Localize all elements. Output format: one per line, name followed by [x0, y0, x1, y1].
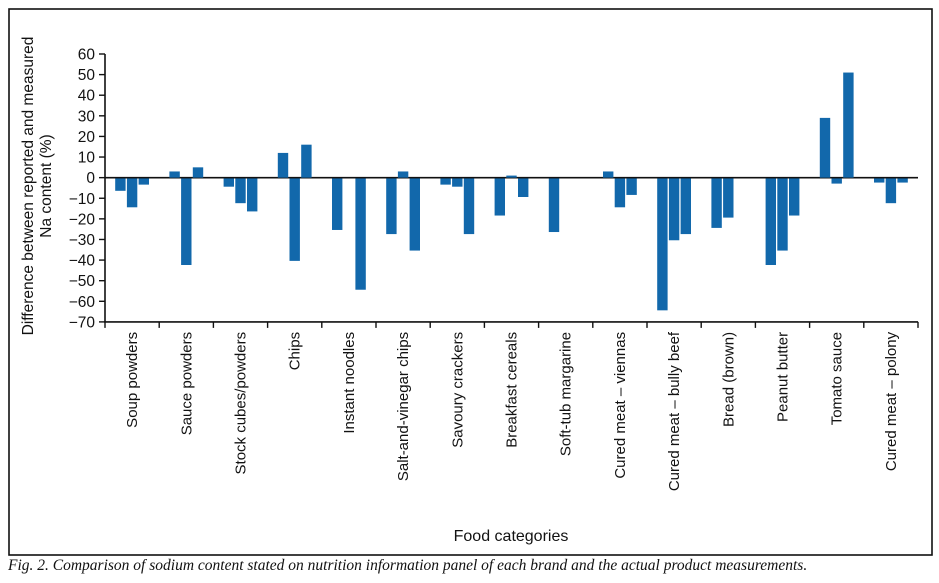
y-tick-label: 20	[78, 129, 96, 146]
bar	[831, 178, 842, 184]
bar	[138, 178, 149, 185]
bar	[548, 178, 560, 233]
bar	[603, 171, 614, 178]
bar	[518, 178, 529, 197]
y-tick-label: −40	[69, 253, 96, 270]
bar	[680, 178, 691, 235]
category-label: Cured meat – bully beef	[666, 331, 683, 491]
category-label: Instant noodles	[341, 332, 358, 434]
bar	[765, 178, 776, 265]
y-tick-label: 0	[86, 170, 95, 187]
y-axis-title-line1: Difference between reported and measured	[20, 37, 37, 336]
y-tick-label: −30	[69, 232, 96, 249]
bar	[494, 178, 505, 216]
category-label: Savoury crackers	[449, 332, 466, 448]
category-label: Cured meat – polony	[883, 331, 900, 471]
bar	[409, 178, 420, 251]
bar	[223, 178, 234, 187]
bar	[192, 167, 204, 178]
bar	[386, 178, 397, 235]
bar	[452, 178, 463, 187]
bar	[843, 72, 854, 178]
bar	[463, 178, 475, 235]
bar	[355, 178, 366, 290]
bar	[723, 178, 734, 218]
bar	[247, 178, 258, 212]
category-label: Bread (brown)	[720, 332, 737, 427]
sodium-difference-bar-chart: 60 50 40 30 20 10 0 −10 −20 −30 −40 −50 −60 −70 Soup p…	[8, 8, 933, 556]
category-label: Salt-and-vinegar chips	[395, 332, 412, 481]
category-label: Tomato sauce	[829, 332, 846, 425]
bar	[885, 178, 897, 204]
y-tick-label: −70	[69, 314, 96, 331]
bar	[668, 178, 680, 241]
bar	[789, 178, 800, 216]
y-tick-label: −60	[69, 294, 96, 311]
bar	[277, 152, 289, 178]
category-label: Soft-tub margarine	[558, 332, 575, 456]
y-tick-label: −10	[69, 191, 96, 208]
category-label: Chips	[287, 332, 304, 370]
y-tick-label: −50	[69, 273, 96, 290]
bar	[126, 178, 138, 208]
bar	[777, 178, 788, 251]
bar	[115, 178, 126, 191]
bar	[819, 117, 831, 178]
bar	[440, 178, 451, 185]
bar	[506, 175, 517, 178]
x-axis-title: Food categories	[454, 528, 569, 545]
category-label: Soup powders	[124, 332, 141, 428]
bar	[657, 178, 668, 311]
figure-border	[8, 8, 933, 556]
category-label: Peanut butter	[775, 332, 792, 422]
y-tick-label: −20	[69, 211, 96, 228]
bar	[397, 171, 409, 178]
bar	[626, 178, 637, 195]
category-label: Cured meat – viennas	[612, 332, 629, 479]
bar	[332, 178, 343, 230]
bar	[614, 178, 626, 208]
bar	[301, 144, 312, 178]
bar	[711, 178, 722, 228]
bar	[169, 171, 180, 178]
y-tick-label: 50	[78, 67, 96, 84]
y-tick-label: 30	[78, 108, 96, 125]
figure-caption: Fig. 2. Comparison of sodium content sta…	[8, 557, 808, 574]
y-tick-label: 40	[78, 88, 96, 105]
bar	[235, 178, 246, 204]
category-label: Stock cubes/powders	[233, 332, 250, 475]
category-label: Breakfast cereals	[504, 332, 521, 448]
y-tick-label: 10	[78, 150, 96, 167]
bar	[897, 178, 908, 183]
bar	[874, 178, 885, 183]
bar	[289, 178, 300, 261]
y-axis-title-line2: Na content (%)	[38, 134, 55, 237]
category-label: Sauce powders	[178, 332, 195, 435]
bar	[181, 178, 192, 265]
y-tick-label: 60	[78, 47, 96, 64]
